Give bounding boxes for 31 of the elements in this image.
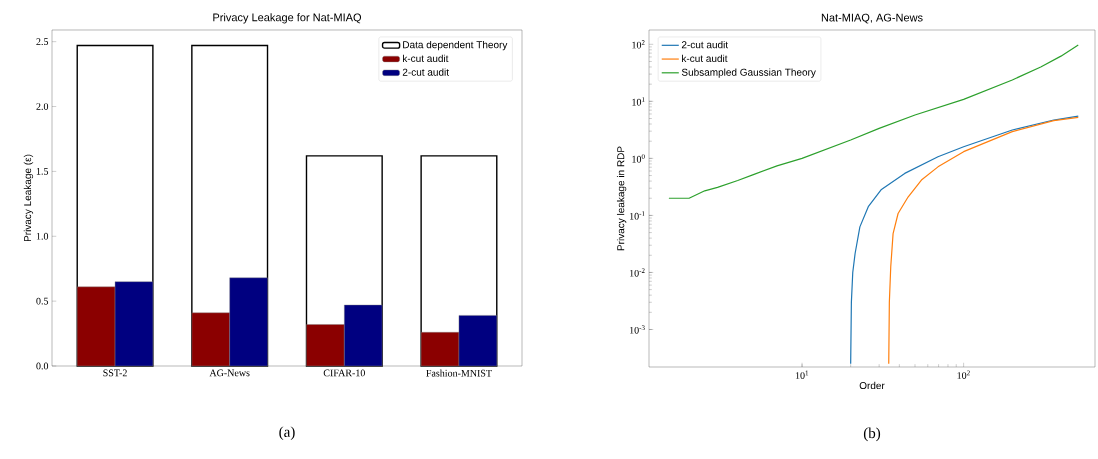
- legend-label: k-cut audit: [403, 54, 449, 63]
- x-axis-title: Order: [859, 381, 885, 390]
- y-tick-label: 1.5: [36, 168, 49, 175]
- y-tick-label: 10$^{-1}$: [630, 211, 645, 220]
- y-axis-title: Privacy leakage in RDP: [616, 146, 627, 251]
- y-tick-label: 2.0: [36, 103, 49, 110]
- legend-label: 2-cut audit: [681, 40, 729, 49]
- x-tick-label: CIFAR-10: [323, 369, 365, 377]
- text: (a): [279, 426, 295, 441]
- x-tick-label: 10$^{1}$: [795, 370, 809, 379]
- y-tick-label: 10$^{1}$: [632, 97, 645, 106]
- y-tick-label: 1.0: [36, 232, 49, 240]
- y-axis-title: Privacy Leakage (ε): [23, 154, 34, 242]
- x-tick-label: AG-News: [209, 369, 250, 377]
- chart-title: Nat-MIAQ, AG-News: [821, 13, 923, 24]
- y-tick-label: 10$^{2}$: [632, 40, 645, 49]
- y-tick-label: 2.5: [36, 38, 49, 46]
- legend-label: Subsampled Gaussian Theory: [681, 68, 816, 78]
- legend-label: 2-cut audit: [402, 68, 449, 76]
- chart-title: Privacy Leakage for Nat-MIAQ: [213, 13, 362, 24]
- x-tick-label: SST-2: [103, 369, 127, 377]
- text: (b): [863, 427, 881, 442]
- y-tick-label: 0.0: [36, 362, 49, 370]
- y-tick-label: 10$^{-3}$: [630, 325, 645, 334]
- y-tick-label: 0.5: [36, 297, 49, 305]
- legend-label: Data dependent Theory: [403, 40, 508, 51]
- x-tick-label: 10$^{2}$: [957, 370, 970, 379]
- legend-label: k-cut audit: [682, 54, 728, 63]
- y-tick-label: 10$^{-2}$: [630, 268, 645, 277]
- y-tick-label: 10$^{0}$: [632, 154, 645, 163]
- x-tick-label: Fashion-MNIST: [426, 369, 492, 377]
